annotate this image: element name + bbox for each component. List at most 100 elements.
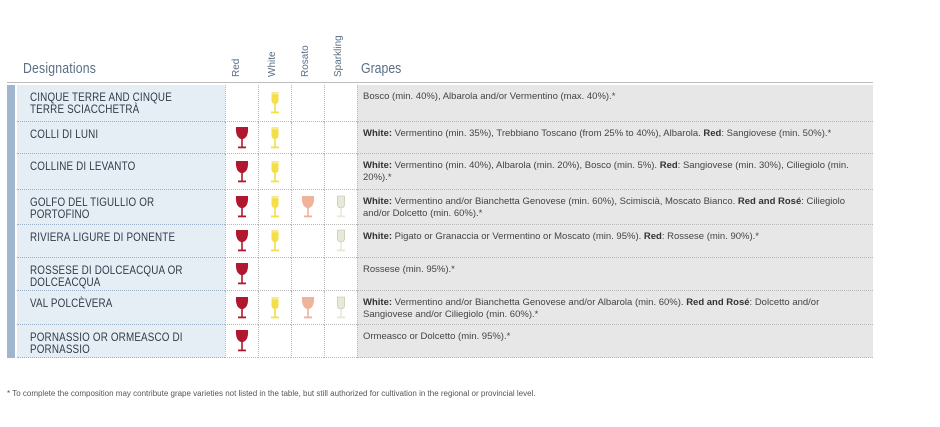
- grape-varieties-text: Vermentino (min. 35%), Trebbiano Toscano…: [392, 128, 704, 139]
- white-wine-glass-icon: [271, 230, 279, 252]
- rosato-column-header: Rosato: [300, 45, 311, 77]
- red-cell: [225, 225, 258, 258]
- grapes-cell: White: Vermentino and/or Bianchetta Geno…: [357, 291, 873, 325]
- rosato-cell: [291, 291, 324, 325]
- red-cell: [225, 85, 258, 122]
- sparkling-cell: [324, 154, 357, 190]
- grapes-cell: White: Vermentino (min. 35%), Trebbiano …: [357, 122, 873, 154]
- white-wine-glass-icon: [271, 160, 279, 182]
- red-cell: [225, 154, 258, 190]
- rosato-cell: [291, 325, 324, 358]
- table-row: Rossese di Dolceacqua or Dolceacqua Rosse…: [7, 258, 873, 291]
- red-wine-glass-icon: [235, 160, 249, 182]
- header-divider: [7, 82, 873, 83]
- grape-varieties-text: Bosco (min. 40%), Albarola and/or Vermen…: [363, 91, 616, 102]
- table-row: Colline di Levanto White: Vermentino (min…: [7, 154, 873, 190]
- row-accent-bar: [7, 258, 15, 291]
- row-accent-bar: [7, 85, 15, 122]
- white-wine-glass-icon: [271, 296, 279, 318]
- white-cell: [258, 85, 291, 122]
- row-accent-bar: [7, 154, 15, 190]
- white-cell: [258, 190, 291, 225]
- white-cell: [258, 325, 291, 358]
- white-wine-glass-icon: [271, 196, 279, 218]
- grape-type-label: White:: [363, 160, 393, 171]
- sparkling-column-header: Sparkling: [333, 35, 344, 77]
- rosato-wine-glass-icon: [301, 196, 315, 218]
- designation-cell: Colli di Luni: [17, 122, 225, 154]
- grape-varieties-text: Rossese (min. 95%).*: [363, 264, 455, 275]
- red-wine-glass-icon: [235, 296, 249, 318]
- red-wine-glass-icon: [235, 230, 249, 252]
- grapes-text: White: Vermentino and/or Bianchetta Geno…: [363, 297, 867, 321]
- sparkling-cell: [324, 85, 357, 122]
- designation-name: Golfo del Tigullio or Portofino: [30, 195, 155, 221]
- sparkling-cell: [324, 291, 357, 325]
- grapes-text: White: Pigato or Granaccia or Vermentino…: [363, 231, 867, 243]
- grapes-text: Ormeasco or Dolcetto (min. 95%).*: [363, 331, 867, 343]
- grapes-cell: White: Vermentino and/or Bianchetta Geno…: [357, 190, 873, 225]
- rosato-cell: [291, 190, 324, 225]
- white-cell: [258, 122, 291, 154]
- designation-name: Riviera Ligure di Ponente: [30, 230, 176, 244]
- footnote: * To complete the composition may contri…: [7, 389, 536, 398]
- grapes-text: White: Vermentino (min. 35%), Trebbiano …: [363, 128, 867, 140]
- designation-name: Colline di Levanto: [30, 159, 136, 173]
- red-column-header: Red: [231, 58, 242, 77]
- table-row: Val Polcèvera White: Vermentino and/or Bi…: [7, 291, 873, 325]
- red-cell: [225, 291, 258, 325]
- row-accent-bar: [7, 190, 15, 225]
- grape-varieties-text: Vermentino and/or Bianchetta Genovese (m…: [392, 196, 738, 207]
- designation-cell: Rossese di Dolceacqua or Dolceacqua: [17, 258, 225, 291]
- white-column-header: White: [267, 51, 278, 77]
- designation-name: Cinque Terre and Cinque Terre Sciacchetr…: [30, 90, 172, 116]
- white-cell: [258, 225, 291, 258]
- grape-type-label: White:: [363, 196, 393, 207]
- table-row: Golfo del Tigullio or Portofino White: Ve…: [7, 190, 873, 225]
- designation-cell: Cinque Terre and Cinque Terre Sciacchetr…: [17, 85, 225, 122]
- red-wine-glass-icon: [235, 196, 249, 218]
- designation-cell: Val Polcèvera: [17, 291, 225, 325]
- row-accent-bar: [7, 225, 15, 258]
- grapes-cell: White: Vermentino (min. 40%), Albarola (…: [357, 154, 873, 190]
- red-cell: [225, 258, 258, 291]
- row-accent-bar: [7, 325, 15, 358]
- sparkling-cell: [324, 190, 357, 225]
- red-wine-glass-icon: [235, 126, 249, 148]
- red-wine-glass-icon: [235, 330, 249, 352]
- table-row: Cinque Terre and Cinque Terre Sciacchetr…: [7, 85, 873, 122]
- red-cell: [225, 325, 258, 358]
- grapes-cell: Bosco (min. 40%), Albarola and/or Vermen…: [357, 85, 873, 122]
- grape-type-label: Red and Rosé: [686, 297, 750, 308]
- grape-varieties-text: : Rossese (min. 90%).*: [661, 231, 759, 242]
- white-cell: [258, 154, 291, 190]
- grape-varieties-text: : Ciliegiolo and/or Dolcetto (min. 60%).…: [363, 196, 846, 219]
- red-cell: [225, 190, 258, 225]
- sparkling-wine-glass-icon: [337, 296, 345, 318]
- grapes-text: Bosco (min. 40%), Albarola and/or Vermen…: [363, 91, 867, 103]
- sparkling-cell: [324, 258, 357, 291]
- grapes-cell: Rossese (min. 95%).*: [357, 258, 873, 291]
- grape-type-label: White:: [363, 297, 393, 308]
- sparkling-cell: [324, 325, 357, 358]
- grape-varieties-text: : Sangiovese (min. 50%).*: [721, 128, 832, 139]
- grapes-cell: White: Pigato or Granaccia or Vermentino…: [357, 225, 873, 258]
- designation-cell: Pornassio or Ormeasco di Pornassio: [17, 325, 225, 358]
- white-cell: [258, 258, 291, 291]
- rosato-cell: [291, 85, 324, 122]
- rosato-wine-glass-icon: [301, 296, 315, 318]
- table-row: Riviera Ligure di Ponente White: Pigato o…: [7, 225, 873, 258]
- grape-type-label: Red: [643, 231, 662, 242]
- grape-type-label: White:: [363, 231, 393, 242]
- grape-varieties-text: Ormeasco or Dolcetto (min. 95%).*: [363, 331, 511, 342]
- grape-varieties-text: Pigato or Granaccia or Vermentino or Mos…: [392, 231, 644, 242]
- sparkling-cell: [324, 122, 357, 154]
- red-wine-glass-icon: [235, 263, 249, 285]
- grape-varieties-text: : Dolcetto and/or Sangiovese and/or Cili…: [363, 297, 820, 320]
- rosato-cell: [291, 225, 324, 258]
- designation-name: Rossese di Dolceacqua or Dolceacqua: [30, 263, 183, 289]
- designation-name: Val Polcèvera: [30, 296, 113, 310]
- grapes-text: White: Vermentino and/or Bianchetta Geno…: [363, 196, 867, 220]
- grapes-cell: Ormeasco or Dolcetto (min. 95%).*: [357, 325, 873, 358]
- designation-cell: Colline di Levanto: [17, 154, 225, 190]
